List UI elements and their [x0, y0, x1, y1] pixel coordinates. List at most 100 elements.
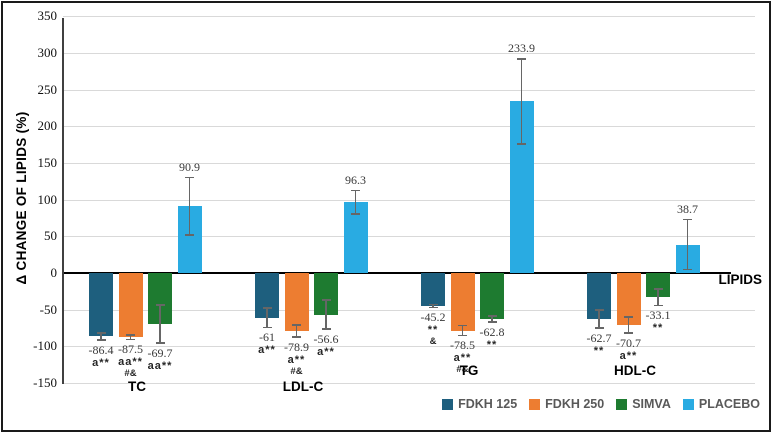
value-label-placebo-ldl-c: 96.3	[345, 172, 366, 187]
x-axis-title: LIPIDS	[718, 272, 762, 287]
y-tick-label: 100	[37, 191, 58, 207]
significance-label-simva-tg: **	[486, 338, 498, 351]
error-cap-bottom	[126, 338, 135, 341]
error-cap-bottom	[683, 268, 692, 271]
value-label-placebo-hdl-c: 38.7	[677, 201, 698, 216]
error-cap-top	[126, 334, 135, 336]
gridline	[63, 346, 755, 348]
y-tick-label: -100	[33, 338, 57, 354]
y-tick-label: -150	[33, 375, 57, 391]
error-cap-bottom	[458, 334, 467, 337]
error-cap-bottom	[517, 143, 526, 145]
bar-simva-tg	[480, 273, 504, 320]
significance-label-fdkh-250-ldl-c: a**	[287, 353, 306, 366]
gridline	[63, 162, 755, 164]
value-label-simva-tg: -62.8	[479, 324, 505, 339]
significance-label-fdkh-125-ldl-c: a**	[258, 344, 276, 357]
significance-label-simva-hdl-c: **	[652, 322, 664, 335]
legend-item-fdkh-125: FDKH 125	[442, 397, 517, 411]
value-label-fdkh-250-tg: -78.5	[450, 338, 475, 353]
value-label-fdkh-125-hdl-c: -62.7	[586, 330, 612, 345]
legend-swatch-placebo	[682, 398, 694, 410]
value-label-simva-ldl-c: -56.6	[313, 331, 339, 346]
gridline	[63, 89, 755, 91]
bar-fdkh-250-ldl-c	[284, 273, 309, 331]
y-axis-line	[62, 18, 64, 384]
value-label-placebo-tc: 90.9	[179, 159, 200, 174]
error-bar-fdkh-125-tc	[100, 332, 102, 341]
y-tick-label: 300	[37, 44, 58, 60]
error-cap-top	[624, 316, 633, 318]
error-bar-fdkh-125-hdl-c	[598, 309, 600, 329]
legend-item-fdkh-250: FDKH 250	[529, 397, 604, 411]
significance-label-fdkh-250-tc: aa**	[118, 356, 143, 369]
significance-label-fdkh-250-tg: #&	[456, 364, 469, 376]
x-axis-zero-line	[63, 272, 731, 274]
value-label-fdkh-125-ldl-c: -61	[259, 330, 275, 345]
significance-label-fdkh-125-hdl-c: **	[593, 344, 605, 357]
significance-label-fdkh-250-ldl-c: #&	[290, 365, 303, 377]
significance-label-fdkh-125-tg: &	[429, 336, 437, 348]
value-label-simva-hdl-c: -33.1	[645, 308, 671, 323]
error-bar-placebo-tg	[520, 58, 523, 145]
error-cap-top	[185, 176, 194, 179]
error-cap-top	[683, 218, 692, 221]
legend-item-simva: SIMVA	[616, 397, 671, 411]
category-label-ldl-c: LDL-C	[282, 379, 324, 394]
legend-label-placebo: PLACEBO	[698, 397, 760, 411]
error-cap-top	[96, 332, 106, 334]
y-tick-label: 250	[37, 81, 58, 97]
error-bar-fdkh-250-tc	[129, 334, 132, 341]
value-label-simva-tc: -69.7	[147, 345, 173, 360]
legend-swatch-simva	[616, 398, 628, 410]
legend: FDKH 125 FDKH 250 SIMVA PLACEBO	[442, 397, 760, 411]
error-bar-placebo-ldl-c	[354, 189, 357, 215]
error-bar-simva-tc	[159, 304, 161, 344]
error-cap-top	[594, 309, 604, 311]
error-cap-top	[517, 58, 526, 60]
legend-item-placebo: PLACEBO	[682, 397, 760, 411]
significance-label-simva-ldl-c: a**	[317, 345, 335, 358]
error-cap-bottom	[185, 234, 194, 236]
significance-label-fdkh-250-hdl-c: a**	[619, 349, 638, 362]
gridline	[63, 16, 755, 18]
gridline	[63, 309, 755, 311]
error-cap-top	[653, 288, 663, 290]
significance-label-fdkh-250-tc: #&	[124, 368, 137, 380]
legend-label-simva: SIMVA	[632, 397, 671, 411]
error-bar-fdkh-250-hdl-c	[627, 316, 630, 334]
error-cap-bottom	[428, 306, 438, 309]
significance-label-fdkh-125-tg: **	[427, 324, 439, 337]
category-label-tg: TG	[459, 363, 479, 378]
error-cap-top	[262, 307, 272, 309]
error-bar-fdkh-125-tg	[432, 303, 434, 309]
error-cap-bottom	[155, 342, 165, 344]
error-cap-top	[487, 315, 497, 317]
value-label-fdkh-250-tc: -87.5	[118, 342, 143, 357]
legend-label-fdkh-125: FDKH 125	[458, 397, 518, 411]
error-cap-bottom	[653, 304, 663, 307]
bar-fdkh-125-tc	[89, 273, 113, 337]
error-bar-simva-tg	[491, 315, 493, 323]
error-cap-top	[155, 304, 165, 306]
y-tick-label: 200	[37, 118, 58, 134]
y-tick-label: -50	[39, 301, 57, 317]
error-cap-bottom	[292, 336, 301, 338]
y-tick-label: 0	[50, 265, 58, 280]
value-label-fdkh-125-tg: -45.2	[420, 310, 446, 325]
error-cap-bottom	[262, 326, 272, 329]
error-bar-fdkh-250-ldl-c	[295, 324, 298, 338]
gridline	[63, 383, 755, 385]
error-cap-top	[321, 299, 331, 301]
error-cap-bottom	[351, 213, 360, 215]
significance-label-simva-tc: aa**	[147, 359, 173, 372]
legend-swatch-fdkh-250	[529, 398, 541, 410]
error-cap-top	[458, 324, 467, 327]
error-bar-simva-hdl-c	[657, 288, 659, 307]
error-cap-top	[292, 324, 301, 326]
error-cap-bottom	[96, 339, 106, 341]
legend-label-fdkh-250: FDKH 250	[545, 397, 605, 411]
y-tick-label: 150	[37, 154, 58, 170]
significance-label-fdkh-125-tc: a**	[92, 356, 110, 369]
